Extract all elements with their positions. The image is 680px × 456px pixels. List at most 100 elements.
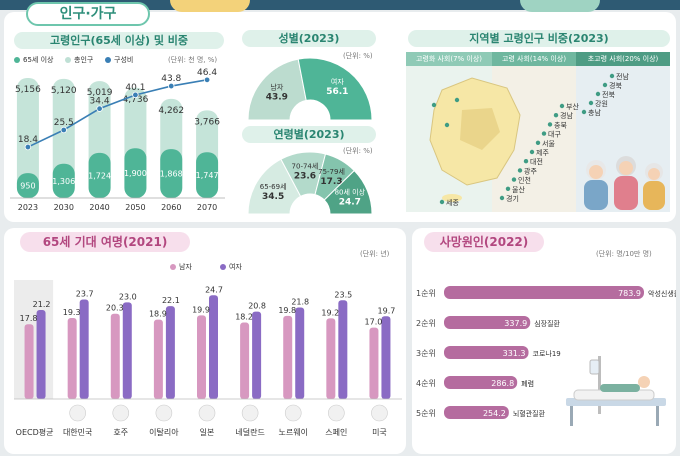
age-unit: (단위: %) bbox=[343, 147, 373, 155]
slice-value: 34.5 bbox=[262, 192, 284, 202]
elderly-illustration bbox=[584, 156, 665, 210]
female-value: 19.7 bbox=[378, 306, 396, 315]
person-body bbox=[614, 176, 638, 210]
pop-unit: (단위: 천 명, %) bbox=[168, 56, 218, 64]
person-face bbox=[619, 161, 633, 175]
elderly-label: 1,724 bbox=[88, 171, 111, 180]
region-pin bbox=[505, 186, 511, 191]
slice-value: 17.3 bbox=[320, 177, 342, 187]
legend-label: 남자 bbox=[179, 263, 192, 271]
male-bar bbox=[110, 313, 120, 399]
death-unit: (단위: 명/10만 명) bbox=[596, 250, 652, 258]
patient-blanket bbox=[600, 384, 640, 392]
region-pin bbox=[595, 91, 601, 97]
ratio-label: 34.4 bbox=[90, 97, 110, 107]
slice-label: 70-74세 bbox=[292, 161, 319, 170]
ratio-point bbox=[96, 105, 103, 112]
slice-value: 24.7 bbox=[339, 198, 361, 208]
country-label: 이탈리아 bbox=[149, 427, 179, 437]
male-value: 18.2 bbox=[235, 313, 253, 322]
region-label: 전북 bbox=[602, 90, 615, 99]
flag-icon bbox=[112, 404, 130, 422]
person-body bbox=[584, 180, 608, 210]
elderly-population-bar bbox=[52, 163, 75, 198]
oecd-highlight bbox=[14, 280, 54, 399]
region-pin bbox=[541, 131, 547, 136]
map-pin bbox=[431, 102, 437, 108]
slice-label: 65-69세 bbox=[260, 182, 287, 191]
legend-label: 총인구 bbox=[74, 56, 94, 64]
slice-value: 43.9 bbox=[266, 93, 288, 103]
death-cause-name: 코로나19 bbox=[533, 349, 561, 358]
region-label: 경남 bbox=[560, 111, 573, 120]
legend-dot bbox=[170, 264, 176, 270]
header-decoration bbox=[170, 0, 250, 12]
region-label: 광주 bbox=[524, 167, 537, 175]
sex-chart-title: 성별(2023) bbox=[242, 30, 376, 47]
person-body bbox=[643, 181, 665, 210]
female-value: 24.7 bbox=[205, 285, 223, 294]
donut-slice bbox=[323, 169, 373, 215]
top-band bbox=[0, 0, 680, 10]
country-label: OECD평균 bbox=[16, 427, 54, 437]
region-label: 경기 bbox=[506, 194, 519, 203]
life-chart-title: 65세 기대 여명(2021) bbox=[20, 232, 190, 252]
year-label: 2050 bbox=[125, 203, 145, 212]
map-pin bbox=[444, 122, 450, 128]
region-label: 울산 bbox=[512, 185, 525, 194]
elderly-label: 1,306 bbox=[52, 177, 75, 186]
total-label: 5,156 bbox=[15, 85, 41, 95]
region-pin bbox=[511, 177, 517, 182]
life-unit: (단위: 년) bbox=[360, 250, 390, 258]
region-pin bbox=[547, 122, 553, 127]
region-label: 제주 bbox=[536, 149, 549, 157]
legend-dot bbox=[220, 264, 226, 270]
stage-header: 초고령 사회(20% 이상) bbox=[576, 52, 670, 66]
legend-dot bbox=[105, 57, 111, 63]
region-pin bbox=[523, 159, 529, 164]
slice-value: 23.6 bbox=[294, 171, 316, 181]
death-cause-name: 뇌혈관질환 bbox=[513, 409, 546, 418]
rank-label: 3순위 bbox=[416, 349, 436, 358]
male-value: 19.9 bbox=[192, 305, 210, 314]
female-value: 22.1 bbox=[162, 296, 180, 305]
female-value: 20.8 bbox=[248, 302, 266, 311]
region-pin bbox=[553, 113, 559, 118]
death-value: 254.2 bbox=[483, 409, 506, 418]
legend-dot bbox=[14, 57, 20, 63]
elderly-population-bar bbox=[16, 173, 39, 198]
ratio-label: 25.5 bbox=[54, 118, 74, 128]
death-bar bbox=[444, 346, 529, 359]
elderly-population-bar bbox=[124, 148, 147, 198]
death-cause-chart: 1순위 783.9 악성신생물(암) 2순위 337.9 심장질환 3순위 331.3 코로나1… bbox=[416, 286, 676, 419]
stage-header: 고령 사회(14% 이상) bbox=[492, 52, 576, 66]
death-cause-name: 심장질환 bbox=[534, 319, 560, 328]
year-label: 2023 bbox=[18, 203, 38, 212]
legend-label: 구성비 bbox=[114, 56, 134, 64]
region-pin bbox=[602, 82, 608, 88]
elderly-label: 1,900 bbox=[124, 169, 147, 178]
section-title: 인구·가구 bbox=[26, 2, 150, 26]
country-label: 네덜란드 bbox=[235, 427, 264, 437]
female-value: 21.8 bbox=[291, 297, 309, 306]
region-label: 충남 bbox=[588, 108, 601, 117]
total-label: 4,736 bbox=[123, 95, 149, 105]
region-pin bbox=[559, 103, 565, 109]
elderly-population-bar bbox=[160, 149, 183, 198]
map-island bbox=[442, 194, 462, 202]
region-label: 인천 bbox=[518, 176, 531, 185]
region-pin bbox=[581, 109, 587, 115]
legend-female: 여자 bbox=[220, 262, 242, 272]
rank-label: 2순위 bbox=[416, 319, 436, 328]
male-bar bbox=[369, 327, 379, 399]
male-value: 20.3 bbox=[106, 304, 124, 313]
female-value: 21.2 bbox=[33, 300, 51, 309]
korea-map bbox=[429, 77, 521, 202]
age-chart-title: 연령별(2023) bbox=[242, 126, 376, 143]
elderly-population-chart: 5,156 950 2023 5,120 1,306 2030 5,019 1,724 2040… bbox=[10, 68, 225, 212]
male-bar bbox=[153, 319, 163, 399]
ratio-line bbox=[27, 79, 208, 148]
ratio-point bbox=[203, 76, 211, 84]
